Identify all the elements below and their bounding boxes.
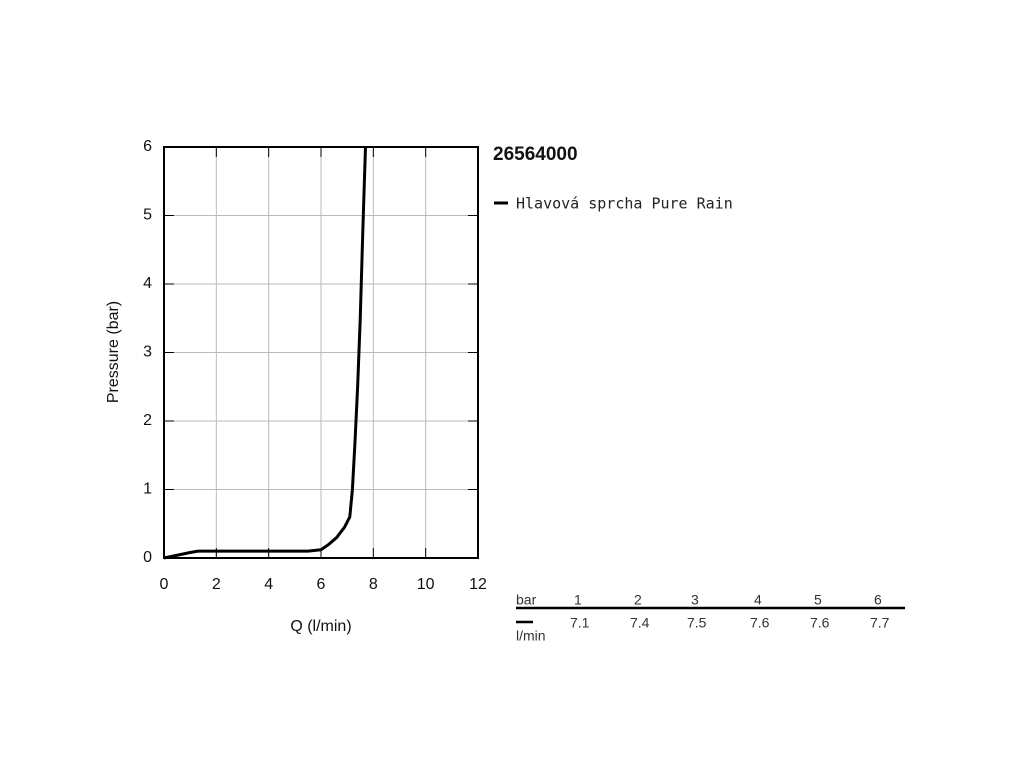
x-tick-label: 6 bbox=[317, 576, 326, 593]
y-tick-label: 0 bbox=[143, 549, 152, 566]
table-pressure: 2 bbox=[634, 592, 642, 608]
y-tick-label: 3 bbox=[143, 344, 152, 361]
y-tick-label: 2 bbox=[143, 412, 152, 429]
x-tick-label: 4 bbox=[264, 576, 273, 593]
x-tick-label: 0 bbox=[160, 576, 169, 593]
table-pressure: 4 bbox=[754, 592, 762, 608]
table-flow: 7.6 bbox=[750, 615, 770, 631]
table-pressure: 6 bbox=[874, 592, 882, 608]
chart-title: 26564000 bbox=[493, 144, 578, 165]
table-pressure: 5 bbox=[814, 592, 822, 608]
x-tick-label: 8 bbox=[369, 576, 378, 593]
table-unit-label: l/min bbox=[516, 628, 546, 644]
table-header-label: bar bbox=[516, 592, 537, 608]
table-flow: 7.7 bbox=[870, 615, 890, 631]
table-flow: 7.6 bbox=[810, 615, 830, 631]
y-tick-label: 1 bbox=[143, 481, 152, 498]
x-axis-label: Q (l/min) bbox=[290, 618, 351, 635]
x-tick-label: 10 bbox=[417, 576, 435, 593]
table-flow: 7.5 bbox=[687, 615, 707, 631]
y-tick-label: 4 bbox=[143, 275, 152, 292]
table-pressure: 1 bbox=[574, 592, 582, 608]
y-tick-label: 6 bbox=[143, 138, 152, 155]
legend-label: Hlavová sprcha Pure Rain bbox=[516, 195, 733, 213]
table-flow: 7.4 bbox=[630, 615, 650, 631]
x-tick-label: 12 bbox=[469, 576, 487, 593]
y-tick-label: 5 bbox=[143, 207, 152, 224]
table-pressure: 3 bbox=[691, 592, 699, 608]
table-cells: 1 7.1 2 7.4 3 7.5 4 7.6 5 7.6 6 7.7 bbox=[570, 592, 890, 631]
y-axis-label: Pressure (bar) bbox=[105, 301, 122, 403]
data-line bbox=[163, 146, 367, 560]
x-tick-label: 2 bbox=[212, 576, 221, 593]
table-flow: 7.1 bbox=[570, 615, 590, 631]
